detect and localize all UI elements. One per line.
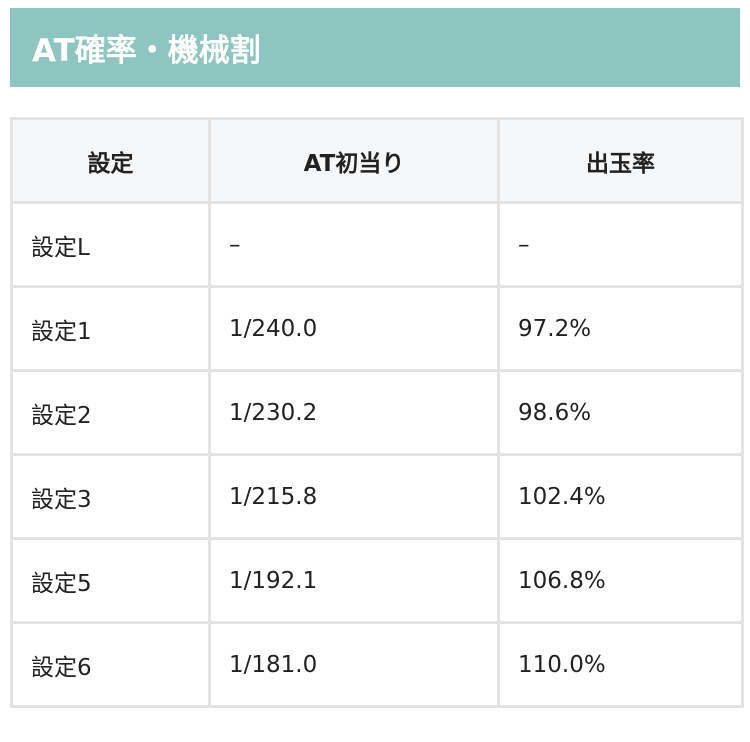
at-first-hit-cell: 1/240.0 bbox=[208, 285, 500, 372]
at-first-hit-cell: 1/230.2 bbox=[208, 369, 500, 456]
setting-cell: 設定3 bbox=[10, 453, 211, 540]
header-at-first-hit: AT初当り bbox=[208, 117, 500, 204]
at-first-hit-cell: – bbox=[208, 201, 500, 288]
payout-rate-cell: – bbox=[497, 201, 744, 288]
at-probability-table: 設定 AT初当り 出玉率 設定L – – 設定1 1/240.0 97.2% 設定2 1/23… bbox=[10, 117, 744, 708]
table-row: 設定6 1/181.0 110.0% bbox=[10, 621, 744, 708]
header-payout-rate: 出玉率 bbox=[497, 117, 744, 204]
setting-cell: 設定1 bbox=[10, 285, 211, 372]
payout-rate-cell: 110.0% bbox=[497, 621, 744, 708]
table-row: 設定3 1/215.8 102.4% bbox=[10, 453, 744, 540]
table-header-row: 設定 AT初当り 出玉率 bbox=[10, 117, 744, 204]
table-row: 設定5 1/192.1 106.8% bbox=[10, 537, 744, 624]
table-row: 設定1 1/240.0 97.2% bbox=[10, 285, 744, 372]
at-first-hit-cell: 1/215.8 bbox=[208, 453, 500, 540]
at-first-hit-cell: 1/181.0 bbox=[208, 621, 500, 708]
table-row: 設定2 1/230.2 98.6% bbox=[10, 369, 744, 456]
payout-rate-cell: 98.6% bbox=[497, 369, 744, 456]
table-row: 設定L – – bbox=[10, 201, 744, 288]
header-setting: 設定 bbox=[10, 117, 211, 204]
at-first-hit-cell: 1/192.1 bbox=[208, 537, 500, 624]
setting-cell: 設定5 bbox=[10, 537, 211, 624]
payout-rate-cell: 102.4% bbox=[497, 453, 744, 540]
section-title: AT確率・機械割 bbox=[10, 8, 740, 87]
payout-rate-cell: 97.2% bbox=[497, 285, 744, 372]
setting-cell: 設定2 bbox=[10, 369, 211, 456]
setting-cell: 設定L bbox=[10, 201, 211, 288]
payout-rate-cell: 106.8% bbox=[497, 537, 744, 624]
setting-cell: 設定6 bbox=[10, 621, 211, 708]
